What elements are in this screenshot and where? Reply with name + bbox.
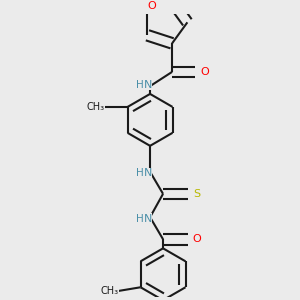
- Text: H: H: [136, 168, 144, 178]
- Text: CH₃: CH₃: [101, 286, 119, 296]
- Text: N: N: [143, 214, 152, 224]
- Text: N: N: [143, 80, 152, 90]
- Text: H: H: [136, 214, 144, 224]
- Text: N: N: [143, 168, 152, 178]
- Text: O: O: [192, 234, 201, 244]
- Text: O: O: [200, 67, 209, 77]
- Text: O: O: [148, 2, 156, 11]
- Text: S: S: [193, 189, 200, 199]
- Text: H: H: [136, 80, 144, 90]
- Text: CH₃: CH₃: [86, 102, 105, 112]
